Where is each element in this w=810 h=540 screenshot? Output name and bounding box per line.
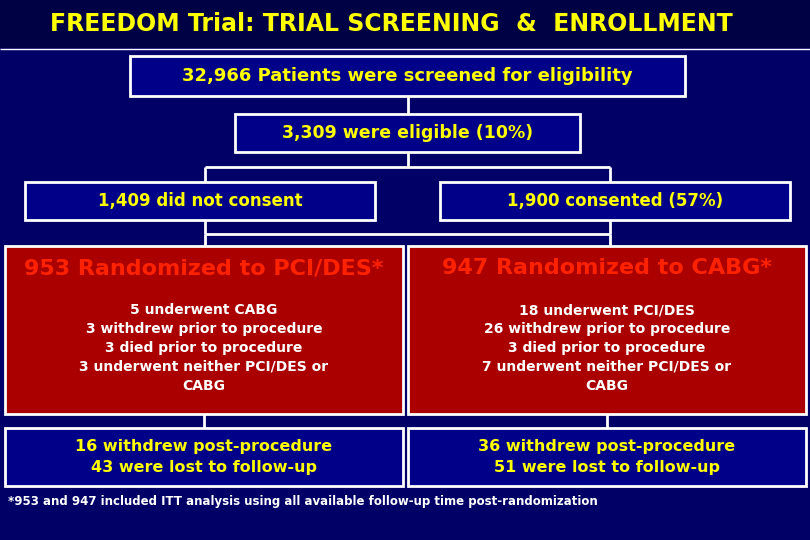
Text: *953 and 947 included ITT analysis using all available follow-up time post-rando: *953 and 947 included ITT analysis using… bbox=[8, 496, 598, 509]
FancyBboxPatch shape bbox=[25, 182, 375, 220]
FancyBboxPatch shape bbox=[408, 246, 806, 414]
Text: 947 Randomized to CABG*: 947 Randomized to CABG* bbox=[442, 258, 772, 278]
Text: 953 Randomized to PCI/DES*: 953 Randomized to PCI/DES* bbox=[24, 258, 384, 278]
Text: 36 withdrew post-procedure
51 were lost to follow-up: 36 withdrew post-procedure 51 were lost … bbox=[479, 439, 735, 475]
FancyBboxPatch shape bbox=[408, 428, 806, 486]
Text: 32,966 Patients were screened for eligibility: 32,966 Patients were screened for eligib… bbox=[182, 67, 633, 85]
FancyBboxPatch shape bbox=[5, 246, 403, 414]
FancyBboxPatch shape bbox=[235, 114, 580, 152]
FancyBboxPatch shape bbox=[130, 56, 685, 96]
Text: 1,409 did not consent: 1,409 did not consent bbox=[98, 192, 302, 210]
Text: FREEDOM Trial: TRIAL SCREENING  &  ENROLLMENT: FREEDOM Trial: TRIAL SCREENING & ENROLLM… bbox=[50, 12, 733, 36]
Text: 1,900 consented (57%): 1,900 consented (57%) bbox=[507, 192, 723, 210]
FancyBboxPatch shape bbox=[440, 182, 790, 220]
Text: 16 withdrew post-procedure
43 were lost to follow-up: 16 withdrew post-procedure 43 were lost … bbox=[75, 439, 333, 475]
Text: 3,309 were eligible (10%): 3,309 were eligible (10%) bbox=[282, 124, 533, 142]
Text: 18 underwent PCI/DES
26 withdrew prior to procedure
3 died prior to procedure
7 : 18 underwent PCI/DES 26 withdrew prior t… bbox=[483, 303, 731, 393]
Text: 5 underwent CABG
3 withdrew prior to procedure
3 died prior to procedure
3 under: 5 underwent CABG 3 withdrew prior to pro… bbox=[79, 303, 329, 393]
FancyBboxPatch shape bbox=[0, 0, 810, 48]
FancyBboxPatch shape bbox=[5, 428, 403, 486]
